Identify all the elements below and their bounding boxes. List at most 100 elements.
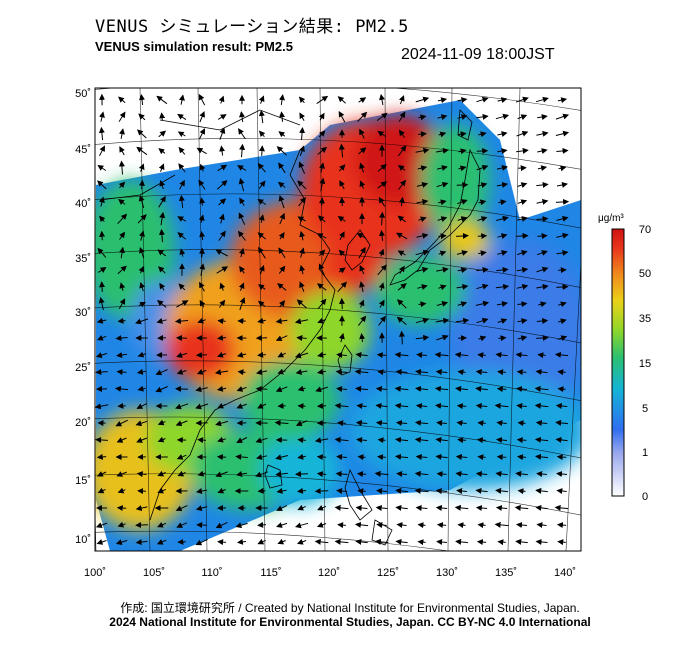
wind-arrow [138, 163, 145, 172]
wind-arrow [415, 385, 429, 392]
wind-arrow [256, 369, 268, 375]
wind-arrow [158, 228, 165, 243]
wind-arrow [476, 113, 489, 120]
wind-arrow [556, 283, 569, 290]
coastlines [99, 109, 481, 546]
wind-arrow [556, 147, 569, 154]
wind-arrow [97, 471, 107, 477]
wind-arrow [496, 266, 509, 273]
wind-arrow [278, 194, 285, 209]
wind-arrow [475, 300, 490, 307]
wind-arrow [338, 249, 346, 257]
wind-arrow [398, 95, 405, 105]
wind-arrow [317, 368, 327, 375]
wind-arrow [119, 128, 125, 139]
wind-arrow [535, 538, 548, 545]
wind-arrow [398, 330, 405, 345]
wind-arrow [118, 96, 126, 104]
wind-arrow [334, 504, 349, 511]
wind-arrow [136, 471, 147, 478]
wind-arrow [176, 352, 188, 358]
wind-arrow [298, 197, 307, 207]
wind-arrow [435, 504, 448, 511]
wind-arrow [415, 334, 430, 341]
wind-arrow [377, 264, 387, 276]
wind-arrow [334, 436, 349, 443]
wind-arrow [516, 130, 529, 137]
wind-arrow [357, 111, 368, 122]
wind-arrow [377, 130, 386, 138]
wind-arrow [317, 215, 326, 223]
wind-arrow [116, 505, 127, 512]
wind-arrow [117, 487, 126, 494]
wind-arrow [515, 538, 528, 545]
wind-arrow [278, 247, 286, 259]
wind-arrow [458, 131, 467, 138]
wind-arrow [397, 250, 406, 257]
wind-arrow [297, 437, 306, 444]
wind-arrow [317, 283, 327, 291]
wind-arrow [159, 282, 166, 291]
wind-arrow [278, 300, 286, 308]
wind-arrow [139, 230, 145, 241]
wind-arrow [118, 198, 126, 206]
wind-arrow [176, 522, 188, 528]
wind-arrow [179, 179, 185, 190]
wind-arrow [335, 470, 348, 477]
wind-arrow [338, 164, 346, 172]
wind-arrow [117, 213, 128, 225]
wind-arrow [316, 95, 329, 105]
wind-arrow [435, 453, 448, 460]
wind-arrow [554, 504, 569, 511]
wind-arrow [258, 300, 266, 307]
wind-arrow [396, 299, 407, 309]
wind-arrow [357, 488, 366, 495]
wind-arrow [139, 281, 146, 292]
wind-arrow [258, 130, 266, 138]
wind-arrow [175, 420, 188, 427]
lat-label-25: 25˚ [75, 362, 91, 374]
wind-arrow [158, 130, 167, 138]
wind-arrow [258, 95, 265, 104]
wind-arrow [219, 282, 226, 291]
wind-arrow [117, 521, 126, 528]
wind-arrow [535, 368, 548, 375]
wind-arrow [199, 163, 206, 172]
wind-arrow [177, 216, 187, 222]
wind-arrow [318, 263, 325, 276]
wind-arrow [198, 93, 206, 106]
wind-arrow [157, 436, 166, 443]
wind-arrow [294, 318, 309, 325]
wind-arrow [136, 403, 147, 409]
wind-arrow [536, 266, 549, 273]
wind-arrow [98, 126, 105, 141]
wind-arrow [557, 539, 566, 546]
wind-arrow [277, 181, 286, 188]
wind-arrow [158, 163, 165, 172]
wind-arrow [455, 317, 470, 324]
wind-arrow [555, 419, 568, 426]
wind-arrow [418, 131, 427, 138]
lon-label-105: 105˚ [143, 567, 165, 579]
wind-arrow [318, 197, 325, 206]
wind-arrow [116, 471, 127, 477]
wind-arrow [299, 127, 306, 141]
wind-arrow [316, 521, 327, 528]
wind-arrow [156, 539, 167, 545]
wind-arrow [379, 211, 386, 226]
wind-arrow [417, 165, 428, 172]
wind-arrow [335, 368, 348, 375]
lat-label-45: 45˚ [75, 144, 91, 156]
wind-arrow [496, 420, 507, 427]
wind-arrow [97, 487, 106, 494]
wind-arrow [555, 113, 570, 120]
wind-arrow [297, 180, 307, 190]
wind-arrow [495, 505, 508, 511]
wind-arrow [536, 334, 549, 341]
wind-arrow [298, 161, 306, 174]
wind-arrow [359, 264, 365, 275]
wind-arrow [195, 538, 208, 546]
wind-arrow [517, 250, 528, 256]
lon-label-100: 100˚ [84, 567, 106, 579]
wind-arrow [138, 195, 145, 209]
